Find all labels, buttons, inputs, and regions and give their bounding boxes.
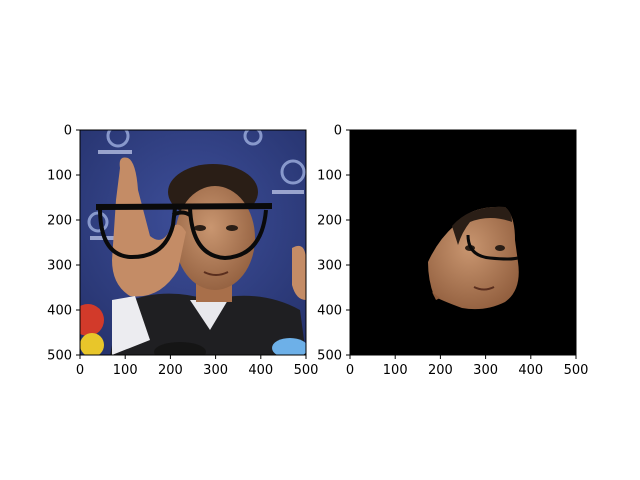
glasses-overlay	[95, 203, 273, 261]
face	[175, 186, 255, 290]
x-tick-label: 500	[294, 363, 319, 378]
y-tick-label: 500	[47, 349, 72, 364]
backdrop-logo	[87, 130, 306, 233]
segmented-fragment	[432, 292, 440, 300]
segmented-glasses	[466, 234, 519, 261]
right-photo	[428, 206, 519, 310]
left-panel: 0 100 200 300 400 500 0 100 200 300 400 500	[47, 124, 318, 379]
x-tick-label: 400	[248, 363, 273, 378]
y-tick-label: 400	[47, 304, 72, 319]
eye-left	[194, 225, 206, 231]
y-tick-label: 300	[47, 259, 72, 274]
y-tick-label: 500	[317, 349, 342, 364]
x-tick-label: 300	[473, 363, 498, 378]
right-axis-ticks: 0 100 200 300 400 500 0 100 200 300 400 500	[317, 124, 588, 379]
side-hand	[292, 245, 306, 300]
y-tick-label: 400	[317, 304, 342, 319]
raised-hand	[112, 157, 186, 297]
left-photo	[80, 130, 306, 355]
y-tick-label: 100	[47, 169, 72, 184]
y-tick-label: 200	[47, 214, 72, 229]
segmented-hair	[452, 206, 512, 245]
x-tick-label: 0	[346, 363, 354, 378]
y-tick-label: 0	[334, 124, 342, 139]
y-tick-label: 200	[317, 214, 342, 229]
x-tick-label: 200	[428, 363, 453, 378]
microphone-black	[154, 342, 206, 355]
y-tick-label: 0	[64, 124, 72, 139]
left-axes-frame	[79, 129, 307, 356]
segmented-mouth	[473, 286, 495, 291]
x-tick-label: 100	[113, 363, 138, 378]
eye-right	[226, 225, 238, 231]
x-tick-label: 0	[76, 363, 84, 378]
x-tick-label: 300	[203, 363, 228, 378]
microphone-red	[80, 304, 104, 336]
right-axes-frame	[349, 129, 577, 356]
segmented-eye-right	[495, 245, 505, 251]
y-tick-label: 100	[317, 169, 342, 184]
left-axis-ticks: 0 100 200 300 400 500 0 100 200 300 400 500	[47, 124, 318, 379]
x-tick-label: 200	[158, 363, 183, 378]
microphone-yellow	[80, 333, 104, 355]
mouth	[203, 271, 229, 276]
x-tick-label: 100	[383, 363, 408, 378]
right-panel: 0 100 200 300 400 500 0 100 200 300 400 500	[317, 124, 588, 379]
y-tick-label: 300	[317, 259, 342, 274]
segmented-face	[428, 206, 519, 310]
x-tick-label: 400	[518, 363, 543, 378]
microphone-blue	[272, 338, 306, 355]
x-tick-label: 500	[564, 363, 589, 378]
shirt-collar	[190, 300, 228, 330]
sleeve	[112, 296, 150, 355]
